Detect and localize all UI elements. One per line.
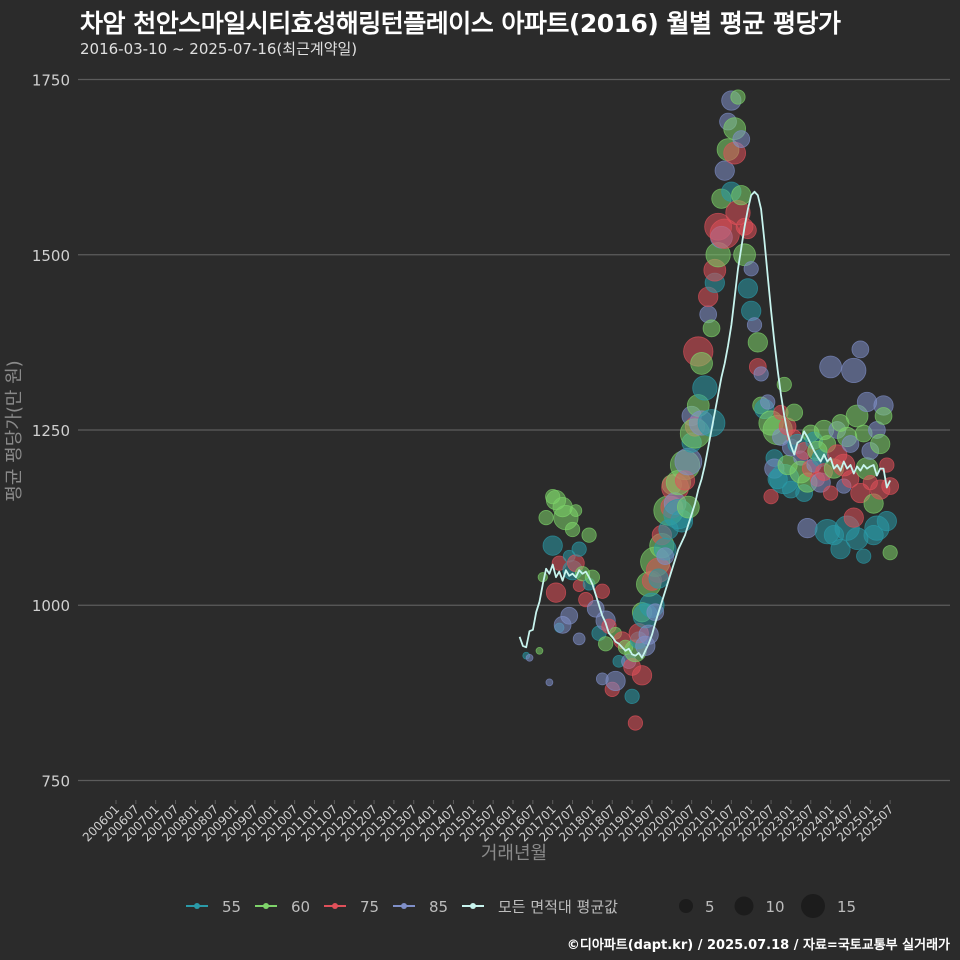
- point-75-194: [881, 477, 900, 495]
- point-60-85: [690, 352, 713, 375]
- point-55-90: [697, 409, 726, 437]
- point-55-114: [741, 300, 762, 321]
- average-line: [518, 190, 892, 659]
- point-75-172: [843, 507, 864, 528]
- point-60-2: [535, 646, 544, 655]
- point-75-123: [763, 488, 779, 505]
- legend-swatch-dot-1: [263, 903, 269, 909]
- size-legend-item-2: 15: [801, 894, 856, 918]
- y-tick-label-3: 1500: [32, 247, 70, 265]
- point-85-115: [746, 317, 763, 333]
- point-60-136: [785, 403, 804, 422]
- point-85-113: [743, 261, 759, 277]
- point-60-77: [676, 495, 700, 519]
- legend-label-2: 75: [360, 898, 379, 916]
- point-85-169: [841, 435, 860, 453]
- legend: 55 60 75 85 모든 면적대 평균값 5 10 15: [186, 894, 856, 918]
- y-tick-label-1: 1000: [32, 597, 70, 615]
- point-75-192: [879, 457, 895, 473]
- point-85-144: [797, 518, 818, 539]
- chart-title: 차암 천안스마일시티효성해링턴플레이스 아파트(2016) 월별 평균 평당가: [80, 9, 841, 38]
- legend-label-0: 55: [222, 898, 241, 916]
- point-60-89: [702, 319, 721, 338]
- point-75-176: [850, 482, 871, 504]
- point-55-86: [692, 375, 718, 401]
- legend-item-0: 55: [186, 898, 241, 916]
- grid-layer: [78, 78, 950, 782]
- y-axis-ticks: 750 1000 1250 1500 1750: [32, 72, 70, 791]
- point-60-193: [882, 545, 898, 561]
- point-75-49: [631, 665, 653, 686]
- point-85-121: [760, 394, 776, 410]
- point-60-190: [874, 407, 893, 425]
- y-tick-label-0: 750: [41, 772, 70, 790]
- point-55-191: [876, 511, 897, 532]
- point-85-1: [525, 653, 534, 662]
- legend-swatch-dot-0: [194, 903, 200, 909]
- point-55-21: [571, 541, 587, 557]
- legend-item-2: 75: [324, 898, 379, 916]
- point-85-37: [605, 670, 626, 692]
- point-75-157: [822, 485, 839, 501]
- point-75-45: [627, 715, 644, 731]
- point-85-107: [732, 130, 751, 148]
- legend-swatch-dot-2: [332, 903, 338, 909]
- legend-label-1: 60: [291, 898, 310, 916]
- x-axis-title: 거래년월: [481, 843, 547, 864]
- size-legend-circle-0: [679, 899, 693, 913]
- legend-item-4: 모든 면적대 평균값: [462, 898, 618, 916]
- size-legend-item-1: 10: [734, 896, 785, 916]
- point-60-116: [747, 332, 768, 353]
- point-75-112: [739, 221, 757, 240]
- point-75-32: [594, 583, 610, 599]
- point-85-179: [856, 391, 878, 413]
- point-60-4: [538, 510, 554, 526]
- size-legend-item-0: 5: [679, 898, 715, 916]
- point-60-108: [731, 185, 752, 206]
- point-85-64: [656, 547, 675, 566]
- size-legend-label-2: 15: [837, 898, 856, 916]
- legend-swatch-dot-3: [401, 903, 407, 909]
- point-55-164: [830, 539, 851, 560]
- size-legend-circle-2: [801, 894, 825, 918]
- y-tick-label-4: 1750: [32, 72, 70, 90]
- footer-credit: ©디아파트(dapt.kr) / 2025.07.18 / 자료=국토교통부 실…: [566, 938, 950, 953]
- point-60-105: [730, 89, 746, 105]
- point-55-111: [737, 278, 758, 299]
- point-75-9: [545, 582, 567, 603]
- x-axis-ticks: 2006012006072007012007072008012008072009…: [80, 800, 896, 845]
- chart-subtitle: 2016-03-10 ~ 2025-07-16(최근계약일): [80, 40, 358, 58]
- point-85-171: [841, 357, 867, 384]
- size-legend-label-0: 5: [705, 898, 715, 916]
- legend-label-3: 85: [429, 898, 448, 916]
- point-60-34: [598, 636, 614, 652]
- point-55-43: [624, 688, 640, 704]
- point-85-175: [851, 340, 870, 359]
- size-legend-label-1: 10: [766, 898, 785, 916]
- point-55-6: [542, 535, 563, 556]
- average-line-layer: [518, 190, 892, 659]
- y-axis-title: 평균 평당가(만 원): [4, 360, 25, 501]
- legend-item-3: 85: [393, 898, 448, 916]
- legend-swatch-dot-4: [470, 903, 476, 909]
- y-tick-label-2: 1250: [32, 422, 70, 440]
- point-60-187: [870, 433, 891, 455]
- scatter-points: [522, 89, 900, 731]
- point-85-5: [545, 678, 554, 687]
- point-85-23: [572, 632, 586, 646]
- point-85-158: [819, 355, 842, 379]
- point-85-15: [560, 606, 579, 625]
- size-legend-circle-1: [734, 896, 754, 916]
- point-55-178: [856, 548, 872, 564]
- legend-label-4: 모든 면적대 평균값: [498, 898, 618, 916]
- point-55-60: [648, 568, 669, 589]
- point-85-98: [714, 160, 735, 181]
- point-60-20: [569, 504, 583, 517]
- point-60-26: [581, 527, 597, 543]
- legend-item-1: 60: [255, 898, 310, 916]
- point-75-170: [841, 470, 860, 488]
- point-85-118: [753, 366, 769, 382]
- point-60-17: [564, 521, 581, 538]
